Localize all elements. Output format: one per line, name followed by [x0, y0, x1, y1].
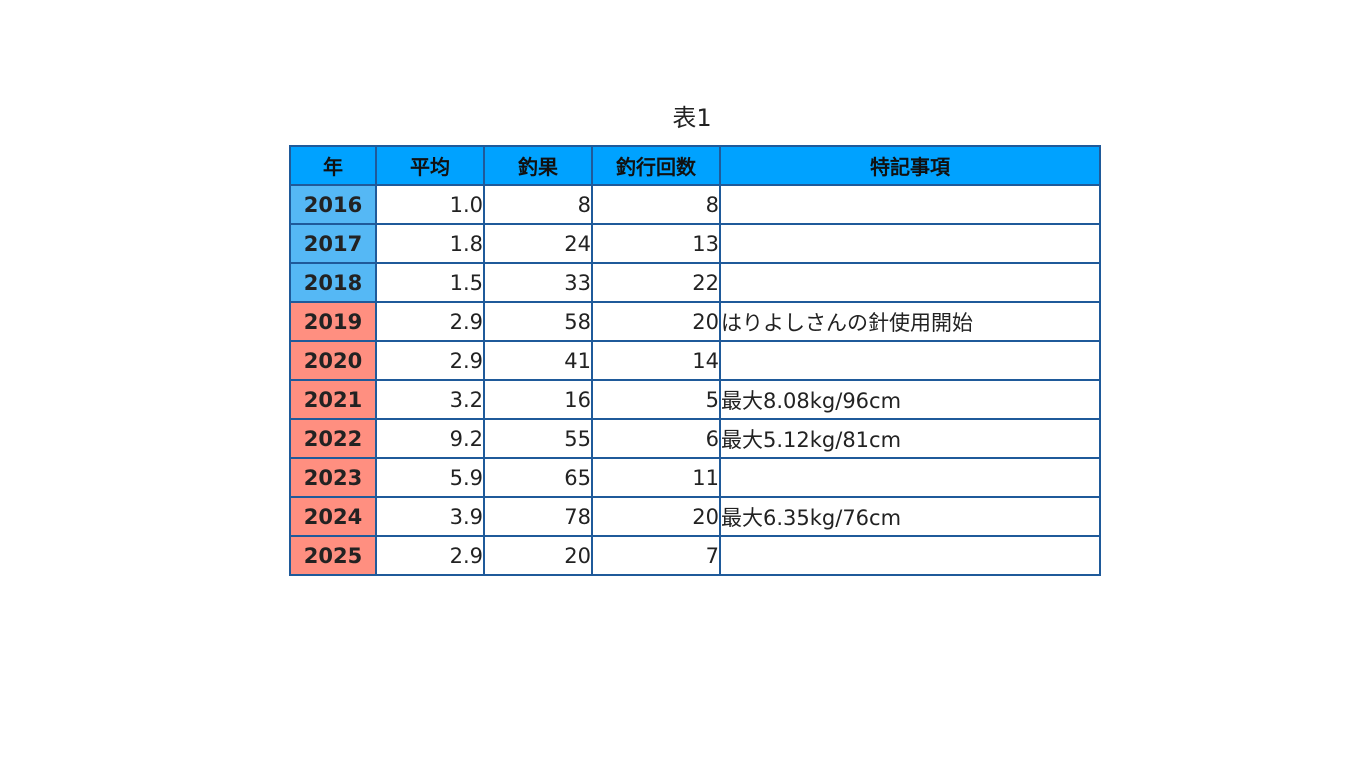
average-cell: 1.0	[375, 184, 485, 225]
header-year: 年	[289, 145, 377, 186]
data-table: 年 平均 釣果 釣行回数 特記事項 2016 1.0 8 8 2017 1.8 24 13 20…	[289, 145, 1101, 576]
catch-cell: 55	[483, 418, 593, 459]
year-cell: 2022	[289, 418, 377, 459]
note-cell	[719, 223, 1101, 264]
trips-cell: 13	[591, 223, 721, 264]
average-cell: 1.5	[375, 262, 485, 303]
note-cell	[719, 535, 1101, 576]
note-cell	[719, 340, 1101, 381]
trips-cell: 5	[591, 379, 721, 420]
header-trips: 釣行回数	[591, 145, 721, 186]
table-row: 2019 2.9 58 20 はりよしさんの針使用開始	[289, 301, 1101, 342]
table-row: 2023 5.9 65 11	[289, 457, 1101, 498]
average-cell: 3.2	[375, 379, 485, 420]
year-cell: 2025	[289, 535, 377, 576]
table-row: 2021 3.2 16 5 最大8.08kg/96cm	[289, 379, 1101, 420]
trips-cell: 20	[591, 301, 721, 342]
table-row: 2018 1.5 33 22	[289, 262, 1101, 303]
table-row: 2017 1.8 24 13	[289, 223, 1101, 264]
year-cell: 2018	[289, 262, 377, 303]
catch-cell: 41	[483, 340, 593, 381]
catch-cell: 16	[483, 379, 593, 420]
catch-cell: 20	[483, 535, 593, 576]
table-row: 2025 2.9 20 7	[289, 535, 1101, 576]
header-catch: 釣果	[483, 145, 593, 186]
table-row: 2022 9.2 55 6 最大5.12kg/81cm	[289, 418, 1101, 459]
average-cell: 1.8	[375, 223, 485, 264]
trips-cell: 22	[591, 262, 721, 303]
trips-cell: 11	[591, 457, 721, 498]
note-cell	[719, 262, 1101, 303]
average-cell: 3.9	[375, 496, 485, 537]
catch-cell: 8	[483, 184, 593, 225]
catch-cell: 78	[483, 496, 593, 537]
catch-cell: 33	[483, 262, 593, 303]
year-cell: 2021	[289, 379, 377, 420]
year-cell: 2024	[289, 496, 377, 537]
table-row: 2024 3.9 78 20 最大6.35kg/76cm	[289, 496, 1101, 537]
trips-cell: 20	[591, 496, 721, 537]
average-cell: 5.9	[375, 457, 485, 498]
average-cell: 2.9	[375, 535, 485, 576]
catch-cell: 65	[483, 457, 593, 498]
note-cell: 最大8.08kg/96cm	[719, 379, 1101, 420]
trips-cell: 6	[591, 418, 721, 459]
trips-cell: 14	[591, 340, 721, 381]
table-row: 2020 2.9 41 14	[289, 340, 1101, 381]
average-cell: 2.9	[375, 301, 485, 342]
note-cell	[719, 457, 1101, 498]
year-cell: 2016	[289, 184, 377, 225]
trips-cell: 8	[591, 184, 721, 225]
table-body: 2016 1.0 8 8 2017 1.8 24 13 2018 1.5 33 22 2019 2.9 58…	[289, 184, 1101, 576]
trips-cell: 7	[591, 535, 721, 576]
note-cell: 最大6.35kg/76cm	[719, 496, 1101, 537]
note-cell: 最大5.12kg/81cm	[719, 418, 1101, 459]
header-row: 年 平均 釣果 釣行回数 特記事項	[289, 145, 1101, 186]
header-notes: 特記事項	[719, 145, 1101, 186]
table-row: 2016 1.0 8 8	[289, 184, 1101, 225]
note-cell: はりよしさんの針使用開始	[719, 301, 1101, 342]
year-cell: 2020	[289, 340, 377, 381]
catch-cell: 58	[483, 301, 593, 342]
catch-cell: 24	[483, 223, 593, 264]
header-average: 平均	[375, 145, 485, 186]
average-cell: 9.2	[375, 418, 485, 459]
year-cell: 2023	[289, 457, 377, 498]
table-caption: 表1	[672, 104, 712, 132]
year-cell: 2019	[289, 301, 377, 342]
average-cell: 2.9	[375, 340, 485, 381]
note-cell	[719, 184, 1101, 225]
year-cell: 2017	[289, 223, 377, 264]
